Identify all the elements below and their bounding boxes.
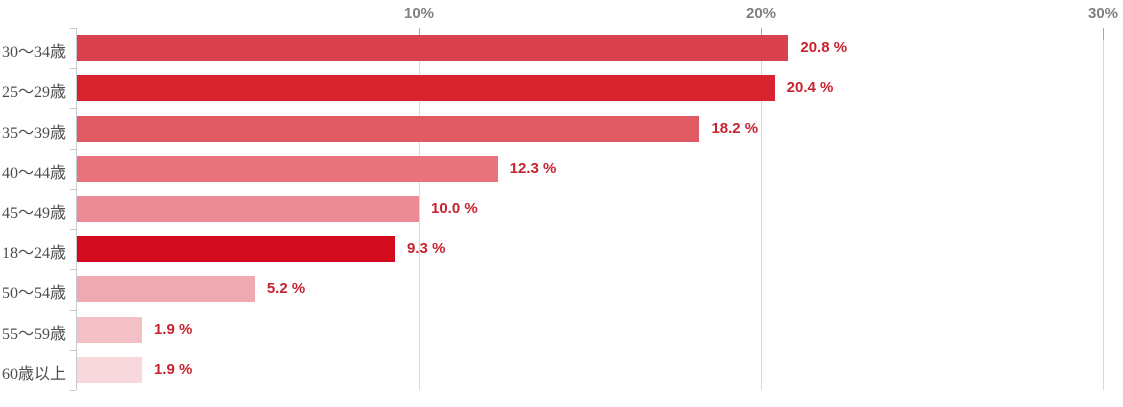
gridline-10% [419, 28, 420, 390]
axis-tick-mark [761, 28, 762, 40]
category-label: 18〜24歳 [1, 245, 66, 263]
bar-40〜44歳[interactable] [77, 155, 498, 182]
gridline-20% [761, 28, 762, 390]
bar-35〜39歳[interactable] [77, 115, 700, 142]
value-label: 5.2 % [266, 280, 306, 298]
category-axis-tick [70, 269, 76, 271]
category-label: 30〜34歳 [1, 44, 66, 62]
axis-tick-mark [419, 28, 420, 40]
bar-45〜49歳[interactable] [77, 196, 419, 222]
category-axis-tick [70, 349, 76, 351]
category-label: 55〜59歳 [1, 325, 66, 343]
bar-18〜24歳[interactable] [77, 236, 396, 263]
bar-55〜59歳[interactable] [77, 316, 142, 343]
category-axis-tick [70, 390, 76, 391]
category-axis-line [76, 28, 77, 390]
category-label: 60歳以上 [1, 365, 66, 383]
bar-30〜34歳[interactable] [77, 35, 789, 62]
category-label: 50〜54歳 [1, 285, 66, 303]
category-axis-tick [70, 108, 76, 110]
value-label: 20.8 % [800, 39, 848, 57]
category-axis-tick [70, 188, 76, 190]
axis-tick-label: 10% [403, 5, 435, 22]
category-label: 40〜44歳 [1, 164, 66, 182]
category-axis-tick [70, 28, 76, 29]
gridline-30% [1103, 28, 1104, 390]
bar-25〜29歳[interactable] [77, 75, 775, 102]
category-axis-tick [70, 148, 76, 150]
category-label: 35〜39歳 [1, 124, 66, 142]
bar-60歳以上[interactable] [77, 356, 142, 383]
category-axis-tick [70, 68, 76, 70]
value-label: 12.3 % [509, 159, 557, 177]
value-label: 10.0 % [431, 200, 478, 217]
category-axis-tick [70, 229, 76, 231]
category-axis-tick [70, 309, 76, 311]
value-label: 20.4 % [786, 79, 834, 97]
axis-tick-mark [1103, 28, 1104, 40]
value-label: 18.2 % [711, 119, 759, 137]
axis-tick-label: 30% [1087, 5, 1119, 22]
value-label: 1.9 % [153, 360, 193, 378]
bar-50〜54歳[interactable] [77, 276, 255, 303]
axis-tick-label: 20% [745, 5, 777, 22]
value-label: 1.9 % [153, 320, 193, 338]
category-label: 25〜29歳 [1, 84, 66, 102]
category-label: 45〜49歳 [1, 205, 66, 222]
value-label: 9.3 % [407, 240, 446, 258]
